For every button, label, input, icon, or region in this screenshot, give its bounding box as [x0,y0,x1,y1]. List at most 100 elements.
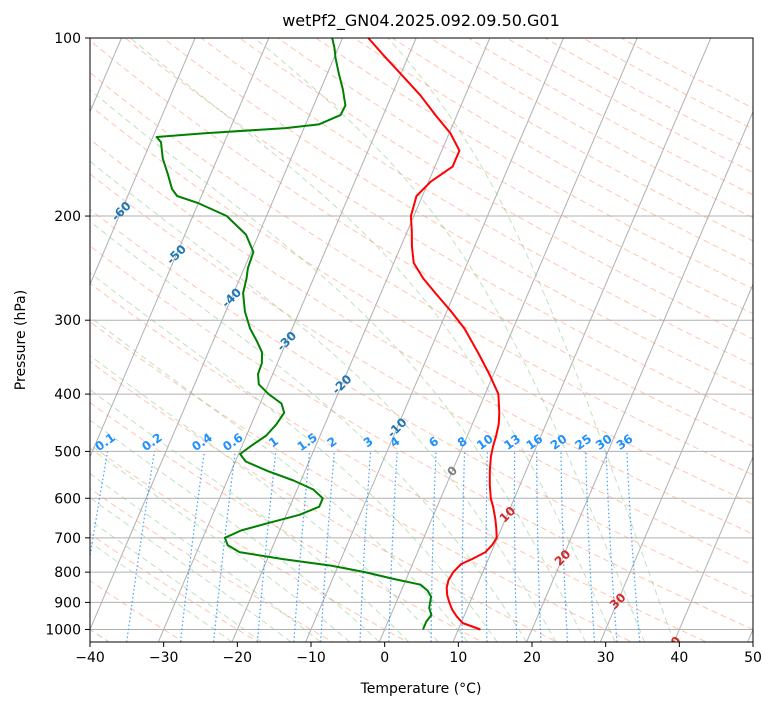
x-tick-label: −20 [223,650,253,666]
isotherm-gridline [599,283,753,642]
dry-adiabat [276,38,753,315]
dry-adiabat [467,38,753,196]
mixing-ratio-label: 0.4 [189,430,214,454]
dry-adiabat [238,38,753,340]
dry-adiabat [90,580,185,642]
x-tick-label: −30 [149,650,179,666]
mixing-ratio-label: 0.6 [220,430,245,454]
mixing-ratio-line [485,451,488,642]
dry-adiabat [90,208,753,598]
mixing-ratio-line [212,451,236,642]
dry-adiabat [90,444,409,642]
mixing-ratio-line [359,451,372,642]
isotherm-gridline [452,38,712,642]
isotherm-gridline [305,38,565,642]
mixing-ratio-label: 30 [593,432,615,453]
mixing-ratio-line [536,451,542,642]
sounding-traces [155,38,501,631]
y-axis-ticks: 100 200 300 400 500 600 700 800 900 1000 [45,31,90,638]
moist-adiabat [90,519,262,642]
isotherm-gridline [90,38,196,286]
mixing-ratio-line [605,451,618,642]
x-tick-label: 0 [380,650,389,666]
moist-adiabat [90,419,380,642]
dry-adiabat [90,361,559,642]
isotherm-label: 10 [497,504,519,526]
moist-adiabat [90,541,233,642]
y-tick-label: 900 [54,595,81,611]
x-tick-label: 30 [597,650,615,666]
isotherm-label: -50 [164,242,189,267]
x-tick-label: 20 [523,650,541,666]
moist-adiabat [90,272,498,642]
moist-adiabat [90,497,292,642]
mixing-ratio-line [560,451,569,642]
isotherm-label: 40 [662,634,684,656]
moist-adiabat [90,354,439,642]
mixing-ratio-label: 0.2 [139,430,164,454]
isotherm-gridline [747,628,753,642]
y-tick-label: 400 [54,387,81,403]
dry-adiabat [162,38,753,392]
isotherm-gridline [378,38,638,642]
x-tick-label: −10 [296,650,326,666]
dry-adiabat [505,38,753,174]
isotherm-label: -60 [109,199,134,224]
dry-adiabat [620,38,753,109]
x-tick-label: −40 [75,650,105,666]
dry-adiabat [90,487,334,642]
chart-title: wetPf2_GN04.2025.092.09.50.G01 [282,11,560,31]
mixing-ratio-label: 25 [572,432,594,453]
y-tick-label: 700 [54,531,81,547]
isotherm-label: -80 [0,112,23,137]
dry-adiabat [90,282,708,642]
x-tick-label: 50 [744,650,762,666]
mixing-ratio-label: 3 [361,434,376,450]
moist-adiabat [90,389,410,642]
mixing-ratio-label: 1 [266,434,281,450]
grid-lines [90,38,753,642]
mixing-ratio-line [461,451,466,642]
dry-adiabat [90,401,484,642]
isotherm-label: -20 [329,372,354,397]
y-tick-label: 100 [54,31,81,47]
moist-adiabat [254,38,645,642]
y-axis-label: Pressure (hPa) [13,290,29,390]
mixing-ratio-line [388,451,398,642]
moist-adiabat [90,473,321,642]
isotherm-gridline [157,38,417,642]
mixing-ratio-label: 16 [524,432,546,453]
mixing-ratio-lines [90,451,641,642]
isotherm-gridline [90,38,344,631]
mixing-ratio-line [293,451,311,642]
moist-adiabat [129,38,616,642]
mixing-ratio-line [320,451,335,642]
dry-adiabat [90,533,260,642]
mixing-ratio-label: 1.5 [295,430,320,454]
x-axis-ticks: −40 −30 −20 −10 0 10 20 30 40 50 [75,642,762,666]
y-tick-label: 800 [54,565,81,581]
temperature-trace [367,38,501,631]
mixing-ratio-line [430,451,437,642]
y-tick-label: 200 [54,209,81,225]
mixing-ratio-line [585,451,596,642]
isotherm-gridline [526,110,753,642]
y-tick-label: 600 [54,491,81,507]
mixing-ratio-label: 4 [387,434,402,450]
moist-adiabat [90,220,528,642]
isotherm-label: -40 [219,285,244,310]
moist-adiabat [90,316,469,642]
dry-adiabat [90,71,753,476]
mixing-ratio-line [256,451,277,642]
dry-adiabat [90,245,753,631]
mixing-ratio-label: 0.1 [93,430,118,454]
isotherm-label: -30 [274,329,299,354]
moist-adiabat [90,89,587,642]
dry-adiabat [90,321,633,642]
x-tick-label: 40 [670,650,688,666]
x-axis-label: Temperature (°C) [360,681,482,697]
mixing-ratio-line [179,451,205,642]
y-tick-label: 1000 [45,622,81,638]
